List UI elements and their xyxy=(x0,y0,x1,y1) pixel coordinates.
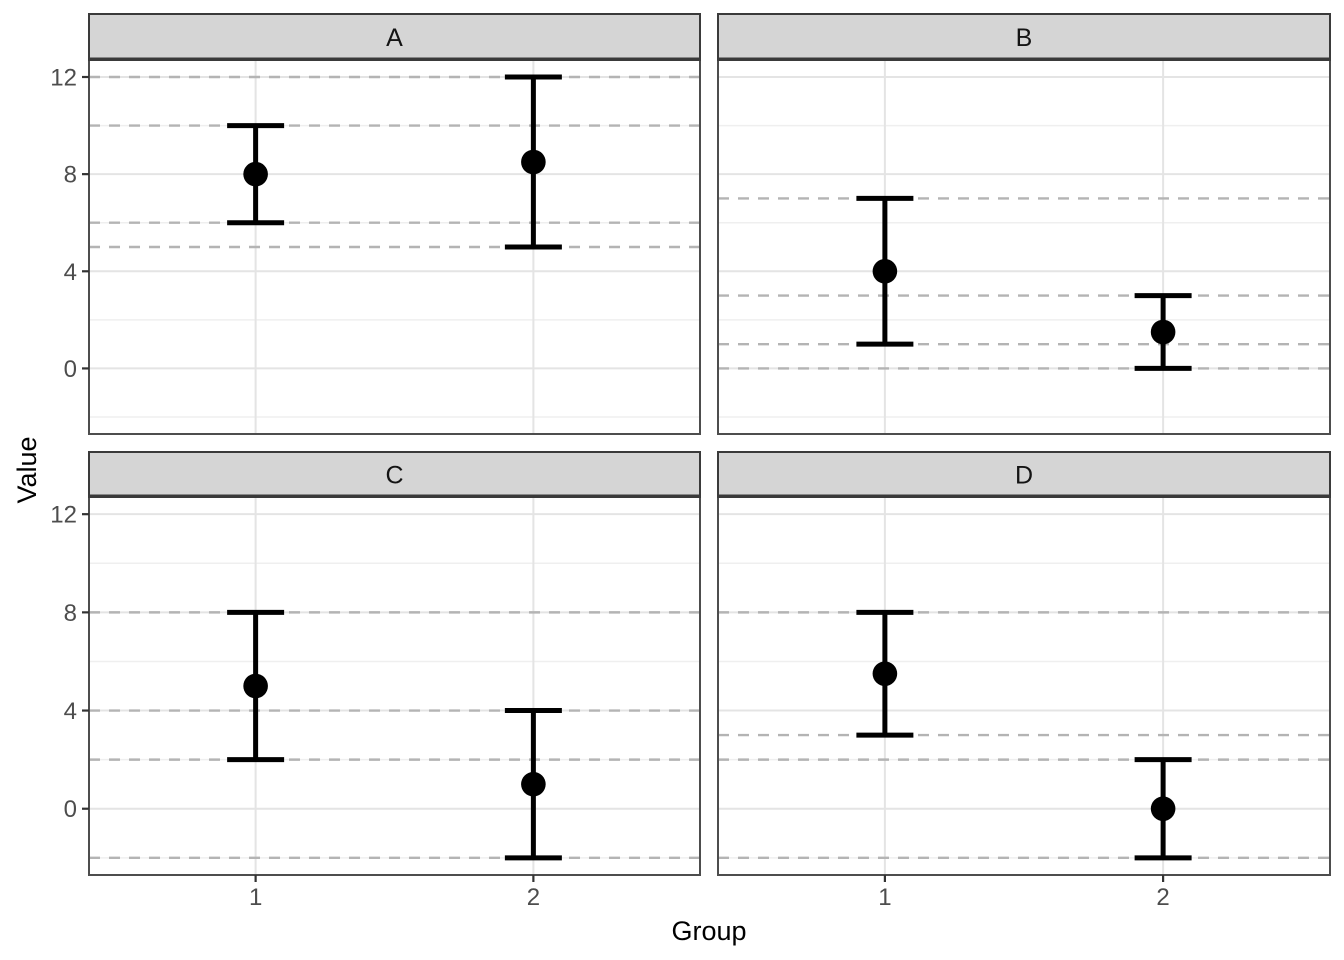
facets-layer: A B C D xyxy=(88,13,1331,876)
x-axis-title: Group xyxy=(671,916,746,946)
y-tick-label: 4 xyxy=(64,259,77,286)
point-estimate xyxy=(872,258,898,284)
point-estimate xyxy=(1150,796,1176,822)
panel-background xyxy=(718,60,1330,434)
y-tick-label: 12 xyxy=(50,65,77,92)
x-tick-label: 1 xyxy=(878,884,891,911)
point-estimate xyxy=(243,673,268,699)
facet-strip xyxy=(717,13,1331,61)
facet-strip-label: C xyxy=(385,462,403,490)
y-axis-title: Value xyxy=(12,436,42,503)
facet-strip-label: B xyxy=(1016,24,1033,52)
facet-strip-label: D xyxy=(1015,462,1033,490)
point-estimate xyxy=(521,149,546,175)
point-estimate xyxy=(1150,319,1176,345)
facet-panel-A: A xyxy=(88,13,701,435)
y-tick-label: 0 xyxy=(64,796,77,823)
facet-panel-C: C xyxy=(88,451,701,876)
point-estimate xyxy=(243,161,268,187)
point-estimate xyxy=(872,661,898,687)
y-tick-label: 12 xyxy=(50,502,77,529)
facet-strip xyxy=(88,13,701,61)
y-tick-label: 4 xyxy=(64,698,77,725)
x-tick-label: 2 xyxy=(527,884,540,911)
x-tick-label: 2 xyxy=(1156,884,1169,911)
x-tick-label: 1 xyxy=(249,884,262,911)
point-estimate xyxy=(521,771,546,797)
panel-background xyxy=(718,497,1330,875)
y-tick-label: 8 xyxy=(64,162,77,189)
facet-strip xyxy=(88,451,701,498)
y-tick-label: 8 xyxy=(64,600,77,627)
facet-panel-D: D xyxy=(717,451,1331,876)
facet-panel-B: B xyxy=(717,13,1331,435)
y-tick-label: 0 xyxy=(64,356,77,383)
panel-background xyxy=(89,497,700,875)
facet-strip-label: A xyxy=(386,24,403,52)
